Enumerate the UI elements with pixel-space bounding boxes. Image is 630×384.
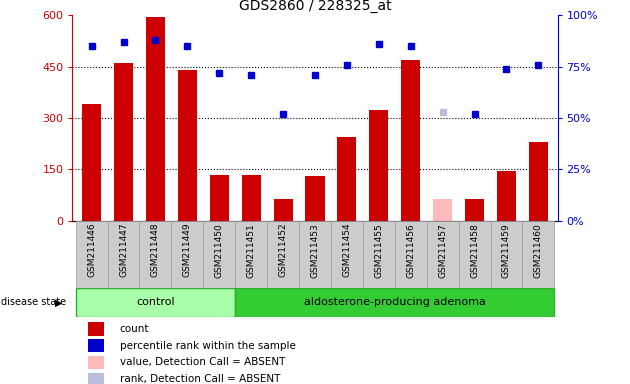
Text: GSM211452: GSM211452	[278, 223, 287, 278]
Title: GDS2860 / 228325_at: GDS2860 / 228325_at	[239, 0, 391, 13]
Text: GSM211446: GSM211446	[87, 223, 96, 278]
Bar	[88, 356, 104, 369]
Bar	[88, 372, 104, 384]
FancyBboxPatch shape	[235, 288, 554, 317]
Text: aldosterone-producing adenoma: aldosterone-producing adenoma	[304, 297, 486, 308]
Bar	[82, 104, 101, 221]
Bar	[146, 17, 165, 221]
FancyBboxPatch shape	[459, 221, 491, 288]
Text: GSM211458: GSM211458	[470, 223, 479, 278]
Bar	[273, 199, 293, 221]
Bar	[88, 322, 104, 336]
Text: GSM211457: GSM211457	[438, 223, 447, 278]
Text: GSM211450: GSM211450	[215, 223, 224, 278]
FancyBboxPatch shape	[267, 221, 299, 288]
Bar	[369, 109, 389, 221]
Bar	[337, 137, 357, 221]
Text: GSM211449: GSM211449	[183, 223, 192, 278]
Text: control: control	[136, 297, 175, 308]
Text: GSM211453: GSM211453	[311, 223, 319, 278]
Bar	[306, 176, 324, 221]
FancyBboxPatch shape	[76, 288, 235, 317]
Text: ▶: ▶	[55, 297, 62, 308]
Text: GSM211459: GSM211459	[502, 223, 511, 278]
FancyBboxPatch shape	[299, 221, 331, 288]
Text: GSM211451: GSM211451	[247, 223, 256, 278]
Text: disease state: disease state	[1, 297, 66, 308]
Text: GSM211455: GSM211455	[374, 223, 383, 278]
Bar	[178, 70, 197, 221]
FancyBboxPatch shape	[108, 221, 139, 288]
FancyBboxPatch shape	[171, 221, 203, 288]
Text: GSM211454: GSM211454	[343, 223, 352, 278]
Bar	[465, 199, 484, 221]
Text: GSM211460: GSM211460	[534, 223, 543, 278]
Text: GSM211456: GSM211456	[406, 223, 415, 278]
FancyBboxPatch shape	[76, 221, 108, 288]
Bar	[497, 171, 516, 221]
FancyBboxPatch shape	[427, 221, 459, 288]
Bar	[241, 175, 261, 221]
FancyBboxPatch shape	[139, 221, 171, 288]
Bar	[529, 142, 548, 221]
FancyBboxPatch shape	[363, 221, 395, 288]
Bar	[401, 60, 420, 221]
Bar	[210, 175, 229, 221]
Text: rank, Detection Call = ABSENT: rank, Detection Call = ABSENT	[120, 374, 280, 384]
Bar	[88, 339, 104, 353]
Bar	[114, 63, 133, 221]
Text: value, Detection Call = ABSENT: value, Detection Call = ABSENT	[120, 358, 285, 367]
FancyBboxPatch shape	[203, 221, 235, 288]
FancyBboxPatch shape	[235, 221, 267, 288]
Text: percentile rank within the sample: percentile rank within the sample	[120, 341, 295, 351]
Bar	[433, 199, 452, 221]
FancyBboxPatch shape	[331, 221, 363, 288]
FancyBboxPatch shape	[491, 221, 522, 288]
FancyBboxPatch shape	[395, 221, 427, 288]
Text: count: count	[120, 324, 149, 334]
Text: GSM211448: GSM211448	[151, 223, 160, 278]
Text: GSM211447: GSM211447	[119, 223, 128, 278]
FancyBboxPatch shape	[522, 221, 554, 288]
